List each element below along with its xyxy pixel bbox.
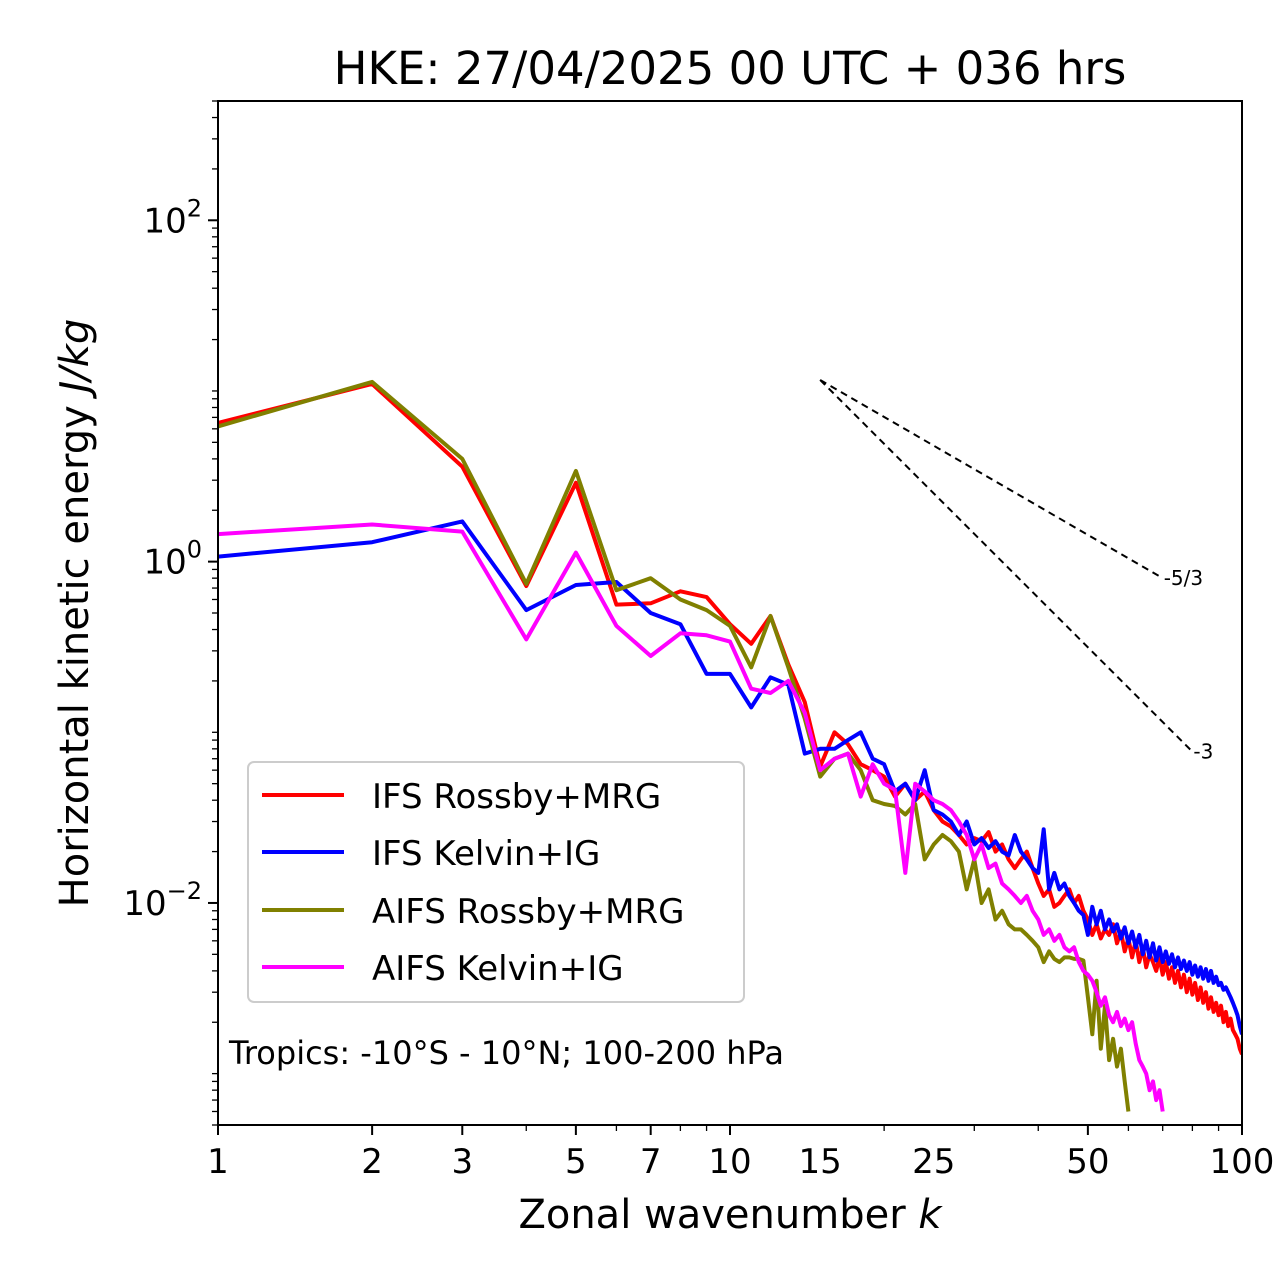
x-tick-label: 7 bbox=[640, 1142, 662, 1182]
reference-slope-labels: -5/3 -3 bbox=[1164, 566, 1214, 763]
legend-label: AIFS Kelvin+IG bbox=[372, 949, 624, 989]
x-tick-label: 25 bbox=[912, 1142, 955, 1182]
y-axis-label: Horizontal kinetic energy J/kg bbox=[52, 319, 98, 908]
legend-label: IFS Rossby+MRG bbox=[372, 777, 661, 817]
x-tick-label: 15 bbox=[799, 1142, 842, 1182]
y-axis-label-text: Horizontal kinetic energy bbox=[52, 405, 98, 907]
chart-title: HKE: 27/04/2025 00 UTC + 036 hrs bbox=[334, 42, 1127, 95]
reference-slope-line bbox=[819, 379, 1164, 580]
series-line bbox=[218, 379, 1131, 1112]
legend-label: AIFS Rossby+MRG bbox=[372, 892, 684, 932]
x-axis-label-variable: k bbox=[918, 1192, 943, 1238]
y-tick-label: 100 bbox=[143, 536, 202, 583]
y-axis-ticks: 10−2 100 102 bbox=[123, 100, 218, 1126]
legend-label: IFS Kelvin+IG bbox=[372, 834, 600, 874]
region-annotation: Tropics: -10°S - 10°N; 100-200 hPa bbox=[228, 1034, 784, 1072]
x-axis-ticks: 1 2 3 5 7 10 15 25 50 100 bbox=[207, 1125, 1274, 1182]
legend: IFS Rossby+MRG IFS Kelvin+IG AIFS Rossby… bbox=[247, 761, 745, 1003]
series-line bbox=[218, 522, 1165, 1112]
x-tick-label: 1 bbox=[207, 1142, 229, 1182]
x-tick-label: 10 bbox=[708, 1142, 751, 1182]
x-tick-label: 5 bbox=[565, 1142, 587, 1182]
series-lines bbox=[218, 379, 1242, 1112]
x-tick-label: 100 bbox=[1210, 1142, 1275, 1182]
y-tick-label: 10−2 bbox=[123, 877, 202, 924]
x-tick-label: 3 bbox=[451, 1142, 473, 1182]
x-tick-label: 50 bbox=[1066, 1142, 1109, 1182]
reference-slope-label: -3 bbox=[1193, 740, 1213, 764]
x-axis-label-text: Zonal wavenumber bbox=[518, 1192, 906, 1238]
reference-slope-label: -5/3 bbox=[1164, 566, 1203, 590]
reference-slope-lines bbox=[819, 379, 1194, 753]
legend-box bbox=[247, 761, 745, 1003]
x-axis-label: Zonal wavenumber k bbox=[518, 1192, 943, 1238]
y-tick-label: 102 bbox=[143, 194, 202, 241]
series-line bbox=[218, 519, 1242, 1035]
x-tick-label: 2 bbox=[361, 1142, 383, 1182]
reference-slope-line bbox=[819, 379, 1194, 753]
y-axis-label-unit: J/kg bbox=[52, 319, 98, 400]
